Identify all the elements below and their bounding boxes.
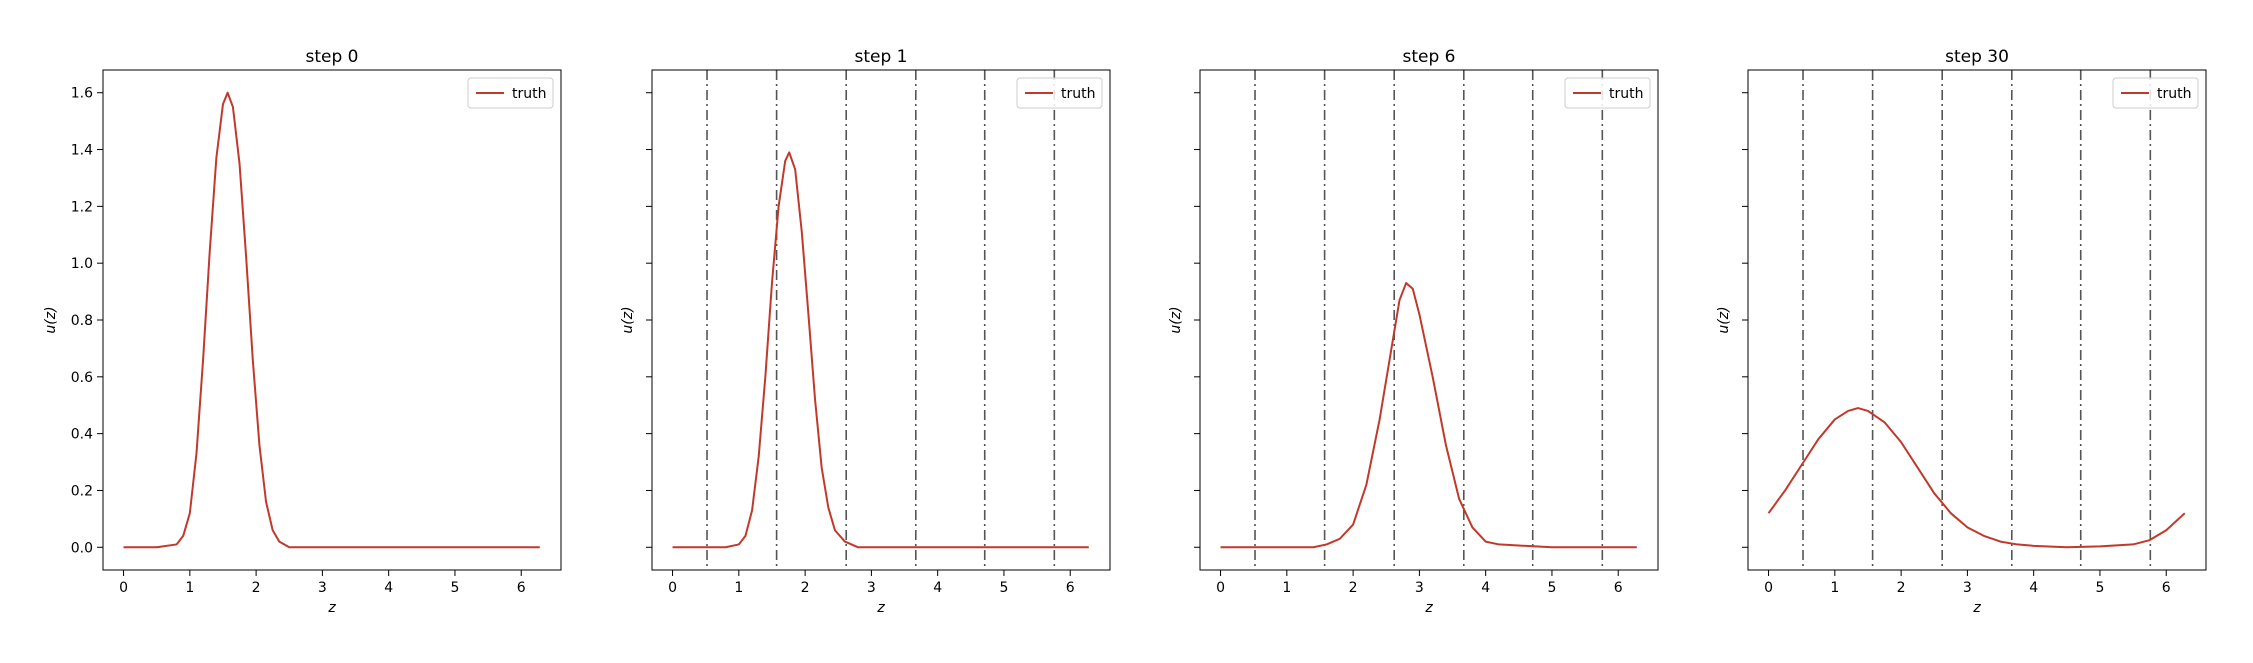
x-tick-label: 6 [1614, 580, 1623, 596]
x-tick-label: 4 [2029, 580, 2038, 596]
x-tick-label: 3 [867, 580, 876, 596]
y-tick-label: 1.4 [71, 143, 93, 159]
x-tick-label: 2 [252, 580, 261, 596]
legend: truth [1016, 77, 1103, 109]
x-tick-label: 2 [801, 580, 810, 596]
chart-title: step 6 [1403, 47, 1456, 67]
x-tick-label: 1 [1830, 580, 1839, 596]
x-tick-label: 1 [1282, 580, 1291, 596]
legend-label: truth [1061, 86, 1095, 102]
legend: truth [467, 77, 554, 109]
x-tick-label: 0 [1764, 580, 1773, 596]
y-axis-label: u(z) [1168, 306, 1184, 333]
x-tick-label: 5 [2095, 580, 2104, 596]
legend-box [467, 77, 554, 109]
y-tick-label: 0.2 [71, 483, 93, 499]
subplot-3: step 30 0 1 2 3 4 5 6 z u(z) truth [1716, 47, 2207, 616]
y-tick-label: 0.8 [71, 313, 93, 329]
x-tick-label: 0 [1216, 580, 1225, 596]
chart-title: step 30 [1945, 47, 2009, 67]
y-tick-label: 0.6 [71, 370, 93, 386]
x-tick-label: 4 [933, 580, 942, 596]
chart-title: step 0 [306, 47, 359, 67]
x-tick-label: 5 [999, 580, 1008, 596]
x-tick-label: 3 [1415, 580, 1424, 596]
series-line-truth [1220, 282, 1637, 549]
legend-box [1564, 77, 1651, 109]
x-tick-label: 2 [1897, 580, 1906, 596]
x-tick-label: 1 [185, 580, 194, 596]
x-axis-label: z [1972, 600, 1981, 616]
x-tick-label: 1 [734, 580, 743, 596]
x-tick-label: 6 [1066, 580, 1075, 596]
x-tick-label: 4 [1481, 580, 1490, 596]
x-tick-label: 4 [384, 580, 393, 596]
series-line-truth [672, 151, 1089, 549]
x-tick-label: 3 [318, 580, 327, 596]
legend-label: truth [512, 86, 546, 102]
y-axis-label: u(z) [1716, 306, 1732, 333]
x-tick-label: 6 [2162, 580, 2171, 596]
series-line-truth [1767, 407, 2186, 549]
y-tick-label: 1.2 [71, 199, 93, 215]
x-tick-label: 6 [517, 580, 526, 596]
subplot-2: step 6 0 1 2 3 4 5 6 z u(z) truth [1168, 47, 1659, 616]
legend: truth [1564, 77, 1651, 109]
y-tick-label: 0.4 [71, 427, 93, 443]
y-tick-label: 1.6 [71, 86, 93, 102]
subplot-0: step 0 0 1 2 3 4 5 6 0.0 0.2 0.4 0.6 0.8 1.0 1.2 1.4 1.6… [43, 47, 562, 616]
x-tick-label: 5 [450, 580, 459, 596]
subplot-1: step 1 0 1 2 3 4 5 6 z u(z) truth [620, 47, 1111, 616]
legend: truth [2112, 77, 2199, 109]
chart-title: step 1 [855, 47, 908, 67]
series-line-truth [123, 91, 540, 549]
x-tick-label: 2 [1349, 580, 1358, 596]
y-axis-label: u(z) [620, 306, 636, 333]
x-tick-label: 0 [668, 580, 677, 596]
y-axis-label: u(z) [43, 306, 59, 333]
legend-box [1016, 77, 1103, 109]
legend-label: truth [2157, 86, 2191, 102]
x-tick-label: 0 [119, 580, 128, 596]
x-axis-label: z [327, 600, 336, 616]
x-tick-label: 3 [1963, 580, 1972, 596]
legend-box [2112, 77, 2199, 109]
y-tick-label: 0.0 [71, 540, 93, 556]
x-axis-label: z [1424, 600, 1433, 616]
x-axis-label: z [876, 600, 885, 616]
y-tick-label: 1.0 [71, 256, 93, 272]
legend-label: truth [1609, 86, 1643, 102]
x-tick-label: 5 [1547, 580, 1556, 596]
